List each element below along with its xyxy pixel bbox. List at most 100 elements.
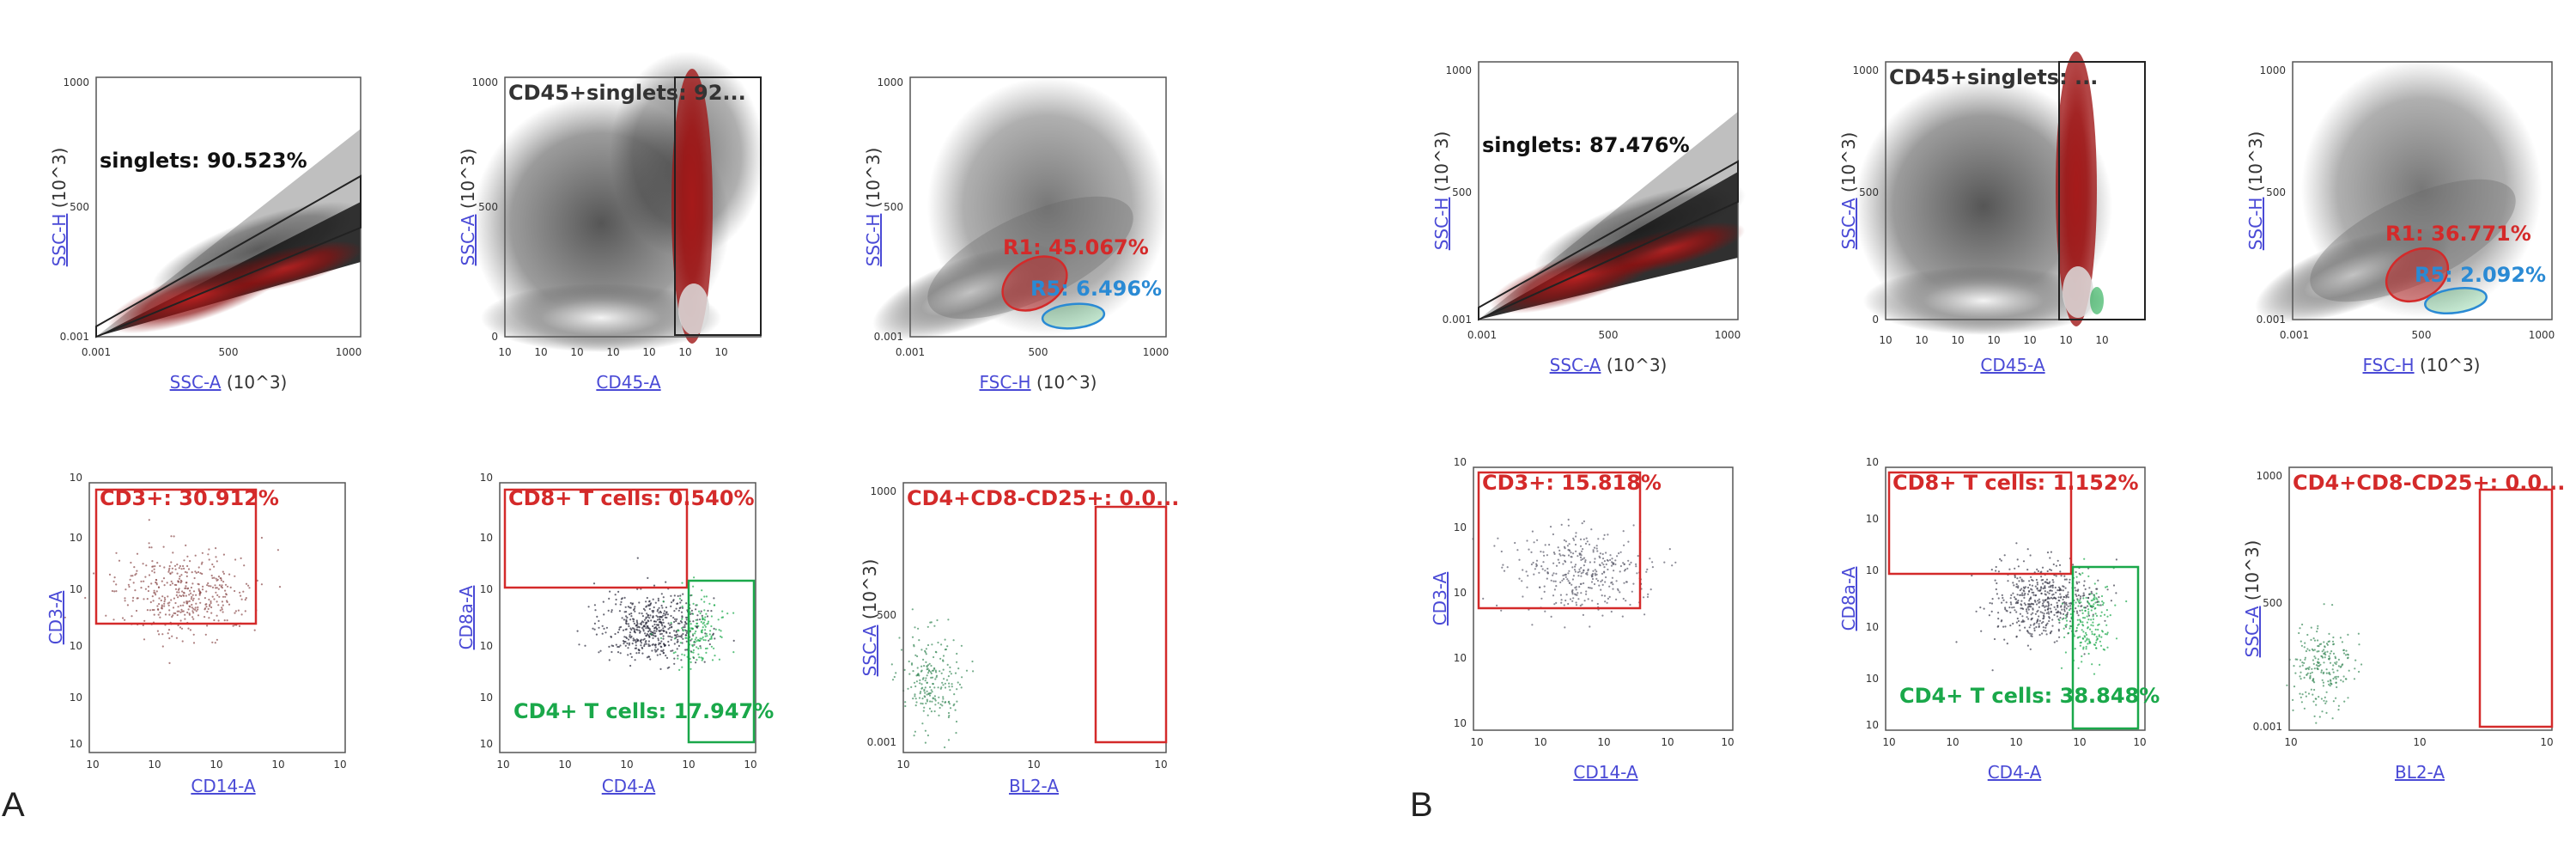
x-axis-title-b2[interactable]: CD45-A [1980, 355, 2045, 375]
x-axis-title-b6[interactable]: BL2-A [2395, 762, 2445, 783]
y-axis-title-a5[interactable]: CD8a-A [456, 585, 477, 649]
x-axis-title-a3[interactable]: FSC-H (10^3) [980, 372, 1097, 393]
event-dot [195, 610, 197, 612]
event-dot [680, 599, 683, 602]
event-dot [2096, 604, 2099, 606]
x-axis-title-b4[interactable]: CD14-A [1573, 762, 1638, 783]
event-dot [1582, 613, 1584, 617]
x-tick: 0.001 [2280, 329, 2309, 341]
event-dot [1583, 520, 1585, 523]
event-dot [2080, 605, 2082, 607]
event-dot [2345, 649, 2348, 652]
event-dot [1549, 526, 1552, 528]
y-axis-title-a3[interactable]: SSC-H (10^3) [863, 148, 884, 267]
y-axis-title-b1[interactable]: SSC-H (10^3) [1431, 131, 1452, 251]
event-dot [2093, 633, 2096, 636]
event-dot [659, 619, 661, 621]
event-dot [965, 669, 969, 672]
x-tick: 500 [219, 346, 239, 358]
y-axis-title-b5[interactable]: CD8a-A [1838, 566, 1859, 631]
event-dot [2035, 578, 2038, 582]
event-dot [603, 613, 605, 616]
event-dot [940, 672, 943, 674]
y-axis-title-a1[interactable]: SSC-H (10^3) [49, 148, 70, 267]
x-axis-title-b3[interactable]: FSC-H (10^3) [2363, 355, 2481, 375]
y-tick: 10 [70, 738, 82, 750]
x-axis-title-a1[interactable]: SSC-A (10^3) [170, 372, 288, 393]
event-dot [652, 598, 654, 600]
event-dot [623, 619, 626, 621]
x-axis-title-a4[interactable]: CD14-A [191, 776, 256, 796]
event-dot [2009, 625, 2012, 627]
event-dot [156, 630, 159, 632]
event-dot [914, 695, 916, 698]
event-dot [210, 600, 212, 603]
y-axis-title-b4[interactable]: CD3-A [1430, 571, 1450, 625]
event-dot [659, 667, 662, 671]
event-dot [944, 746, 946, 749]
event-dot [2329, 673, 2331, 676]
event-dot [918, 674, 920, 677]
event-dot [2077, 667, 2080, 670]
event-dot [2048, 604, 2050, 606]
event-dot [635, 652, 638, 655]
event-dot [671, 649, 674, 652]
event-dot [635, 624, 639, 627]
event-dot [939, 703, 942, 706]
event-dot [2033, 629, 2036, 632]
event-dot [1595, 547, 1598, 550]
event-dot [148, 574, 151, 576]
event-dot [702, 636, 704, 639]
event-dot [187, 568, 191, 570]
event-dot [2065, 607, 2068, 610]
event-dot [2096, 588, 2099, 590]
event-dot [151, 560, 154, 563]
event-dot [1582, 571, 1584, 574]
y-axis-title-b2[interactable]: SSC-A (10^3) [1838, 132, 1859, 250]
event-dot [168, 661, 171, 665]
event-dot [2029, 624, 2032, 626]
event-dot [211, 586, 215, 589]
event-dot [662, 651, 665, 655]
event-dot [247, 584, 250, 587]
event-dot [705, 632, 708, 636]
event-dot [2293, 686, 2296, 688]
event-dot [182, 591, 185, 594]
x-axis-title-a5[interactable]: CD4-A [602, 776, 656, 796]
event-dot [1603, 533, 1606, 537]
event-dot [670, 594, 672, 597]
event-dot [237, 609, 240, 612]
event-dot [2321, 650, 2324, 653]
event-dot [2057, 630, 2060, 632]
event-dot [1514, 541, 1516, 545]
event-dot [2038, 623, 2040, 625]
y-axis-title-b6[interactable]: SSC-A (10^3) [2242, 540, 2263, 658]
event-dot [712, 632, 715, 635]
y-axis-title-a4[interactable]: CD3-A [46, 590, 66, 644]
event-dot [115, 590, 118, 593]
event-dot [1572, 575, 1575, 577]
y-axis-title-b3[interactable]: SSC-H (10^3) [2245, 131, 2266, 251]
event-dot [1578, 568, 1581, 570]
x-axis-title-a2[interactable]: CD45-A [596, 372, 661, 393]
event-dot [2053, 606, 2056, 608]
y-axis-title-a2[interactable]: SSC-A (10^3) [458, 149, 478, 266]
event-dot [1577, 571, 1579, 574]
event-dot [84, 596, 87, 600]
event-dot [619, 603, 622, 606]
event-dot [175, 637, 178, 639]
event-dot [677, 630, 680, 632]
x-axis-title-a6[interactable]: BL2-A [1009, 776, 1059, 796]
y-axis-title-a6[interactable]: SSC-A (10^3) [860, 559, 880, 677]
x-axis-title-b5[interactable]: CD4-A [1988, 762, 2042, 783]
event-dot [608, 645, 611, 649]
event-dot [2093, 643, 2097, 647]
event-dot [2095, 639, 2098, 642]
event-dot [2105, 586, 2107, 588]
event-dot [1567, 580, 1570, 582]
event-dot [2055, 591, 2057, 594]
x-axis-title-b1[interactable]: SSC-A (10^3) [1550, 355, 1668, 375]
event-dot [208, 585, 210, 588]
plot-a5: CD8+ T cells: 0.540% CD4+ T cells: 17.94… [456, 472, 774, 796]
event-dot [676, 633, 678, 636]
